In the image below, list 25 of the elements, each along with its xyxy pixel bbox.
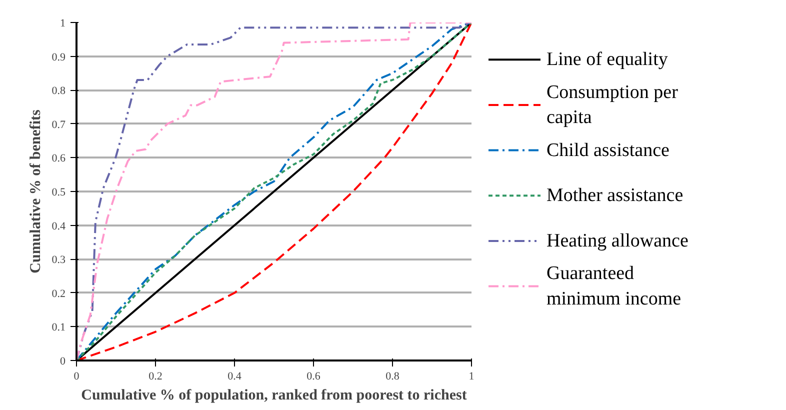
x-tick-label: 0.6 bbox=[306, 370, 321, 382]
y-tick-label: 0.9 bbox=[52, 51, 66, 64]
x-tick-label: 0 bbox=[74, 370, 80, 382]
y-tick-label: 0 bbox=[60, 356, 66, 368]
y-tick-label: 0.8 bbox=[52, 85, 66, 98]
y-tick-label: 0.7 bbox=[52, 118, 66, 131]
y-tick-label: 1 bbox=[60, 18, 66, 30]
y-tick-label: 0.4 bbox=[52, 220, 66, 232]
x-axis-title: Cumulative % of population, ranked from poorest to richest bbox=[81, 388, 467, 404]
legend-label: Heating allowance bbox=[546, 230, 688, 252]
y-axis-title: Cumulative % of benefits bbox=[28, 109, 44, 274]
y-tick-label: 0.6 bbox=[52, 152, 66, 165]
legend-label: Line of equality bbox=[546, 49, 668, 70]
x-tick-label: 0.8 bbox=[386, 370, 400, 382]
y-tick-label: 0.5 bbox=[52, 186, 66, 198]
x-tick-label: 0.2 bbox=[148, 370, 162, 382]
x-tick-label: 1 bbox=[468, 370, 474, 382]
legend-label: Mother assistance bbox=[546, 185, 684, 206]
legend-label: Consumption per capita bbox=[546, 82, 679, 128]
legend-label: Child assistance bbox=[546, 140, 670, 161]
legend-label: Guaranteed minimum income bbox=[546, 263, 682, 310]
y-tick-label: 0.2 bbox=[52, 288, 66, 300]
y-tick-label: 0.1 bbox=[52, 322, 66, 334]
y-tick-label: 0.3 bbox=[52, 254, 66, 266]
x-tick-label: 0.4 bbox=[228, 370, 242, 382]
